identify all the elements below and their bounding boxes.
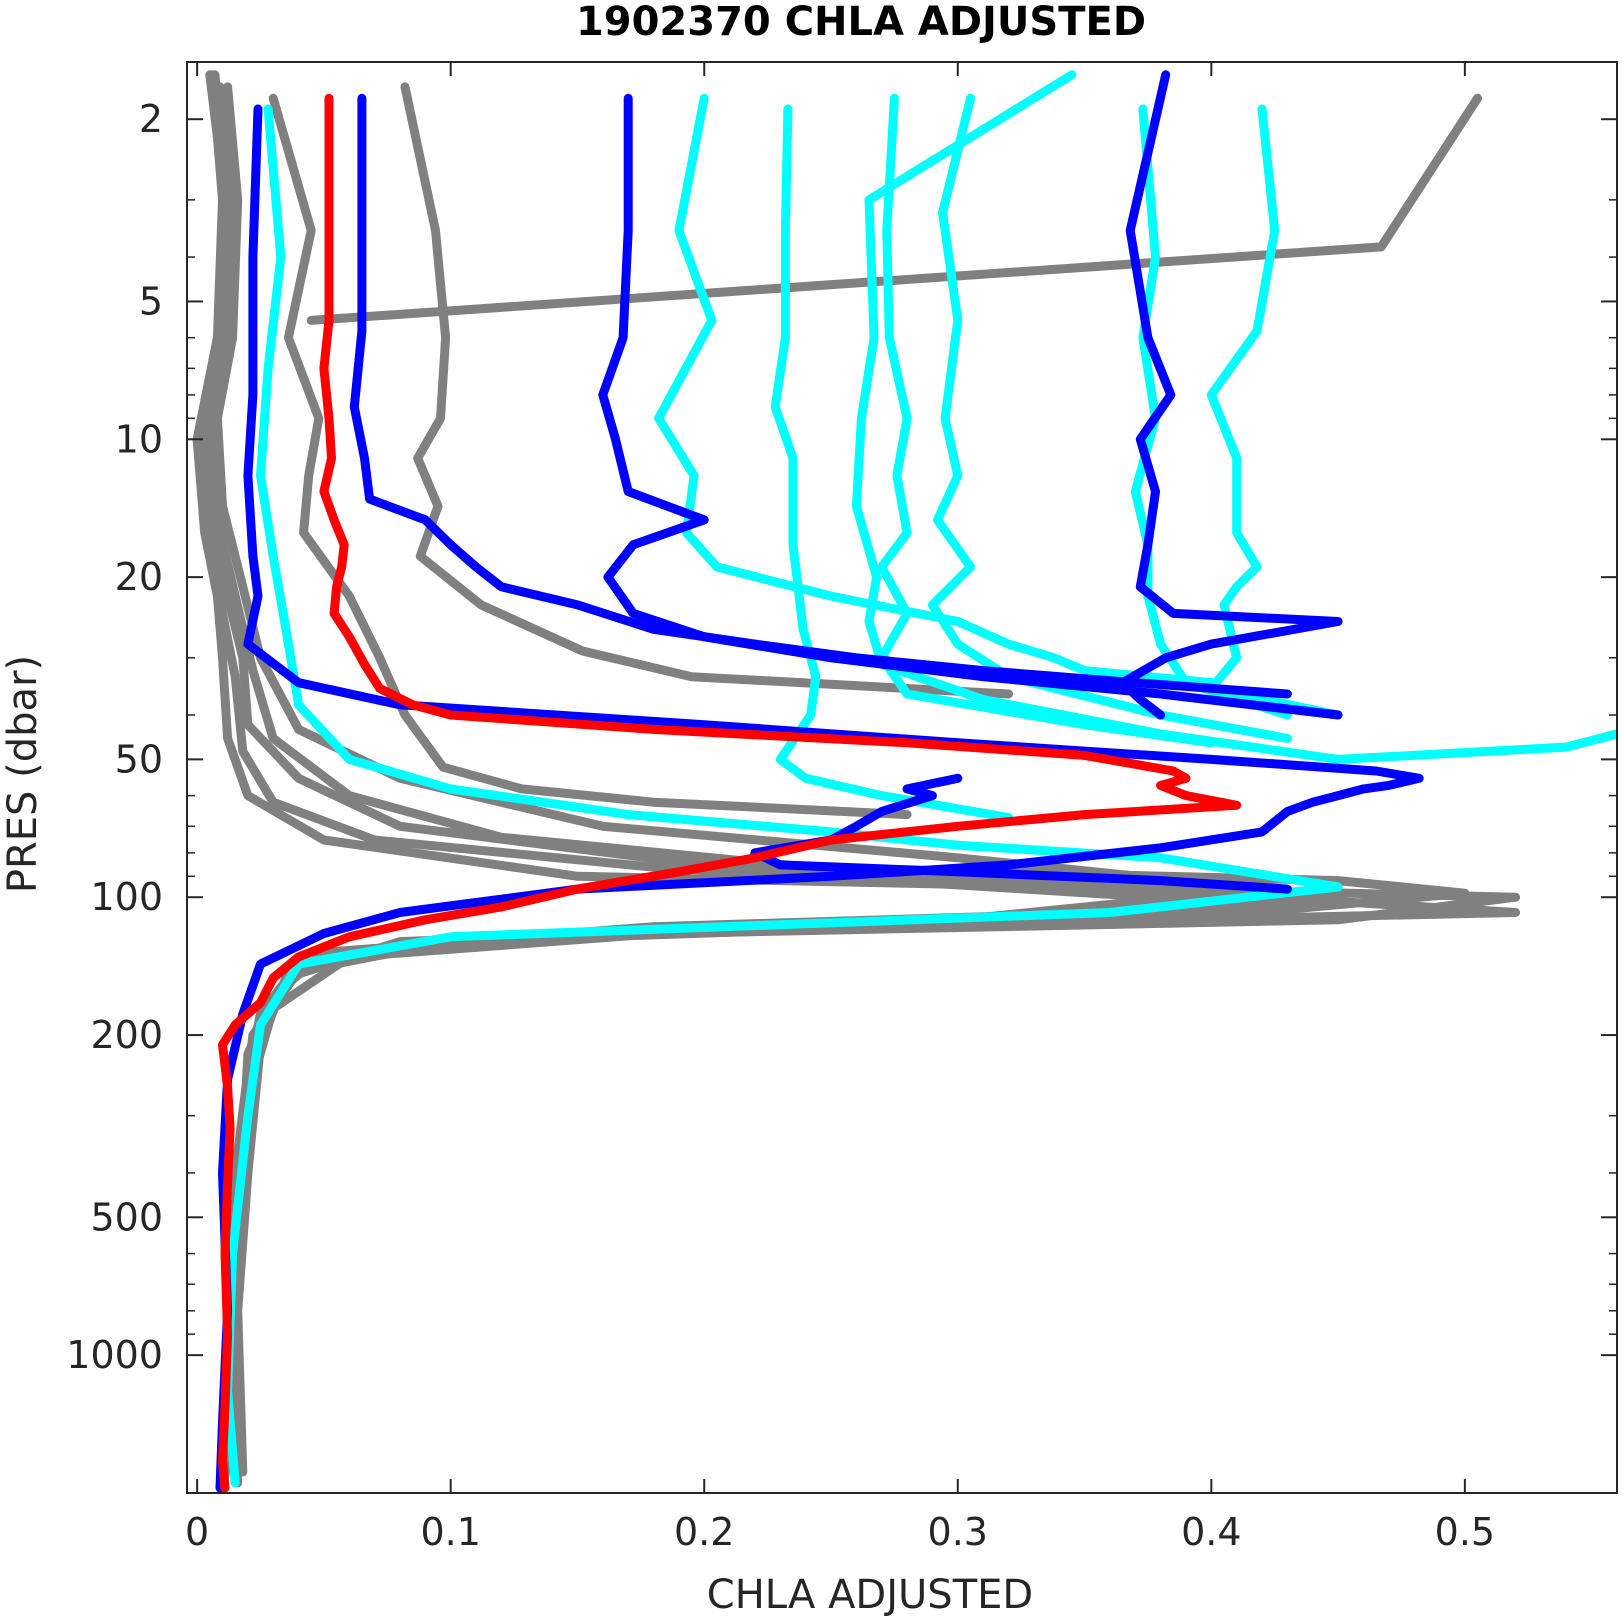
x-ticks: 0 0.1 0.2 0.3 0.4 0.5 — [185, 62, 1495, 1554]
y-tick-label: 10 — [115, 417, 163, 461]
x-axis-label: CHLA ADJUSTED — [707, 1572, 1033, 1618]
profile-line-recent-15 — [1206, 104, 1343, 720]
plot-frame — [186, 61, 1618, 1494]
x-tick-label: 0.4 — [1181, 1510, 1241, 1554]
series-layer — [192, 70, 1617, 1493]
profile-line-previous-16 — [215, 104, 1424, 1493]
profile-line-latest-21 — [218, 93, 1242, 1493]
chart-title: 1902370 CHLA ADJUSTED — [576, 0, 1146, 45]
x-tick-label: 0 — [185, 1510, 209, 1554]
profile-line-recent-10 — [770, 104, 1013, 823]
profile-line-recent-14 — [1130, 104, 1292, 720]
y-tick-label: 500 — [90, 1195, 163, 1239]
profile-line-previous-19 — [1118, 70, 1343, 720]
profile-line-archive-7 — [268, 93, 912, 820]
x-tick-label: 0.1 — [420, 1510, 480, 1554]
y-tick-label: 5 — [139, 279, 163, 323]
profile-line-previous-18 — [598, 93, 1343, 720]
profile-line-archive-6 — [400, 82, 1013, 699]
y-ticks: 2 5 10 20 50 100 200 500 1000 — [66, 97, 1617, 1494]
y-tick-label: 50 — [115, 737, 163, 781]
y-tick-label: 20 — [115, 555, 163, 599]
profile-line-recent-8 — [223, 104, 1343, 1488]
y-tick-label: 1000 — [66, 1333, 163, 1377]
profile-line-archive-3 — [197, 70, 1318, 1466]
y-tick-label: 100 — [90, 875, 163, 919]
y-axis-label: PRES (dbar) — [0, 655, 46, 893]
profile-line-archive-5 — [306, 93, 1482, 325]
y-tick-label: 2 — [139, 97, 163, 141]
profile-line-recent-9 — [654, 93, 1216, 688]
profile-line-recent-13 — [851, 70, 1617, 764]
y-tick-label: 200 — [90, 1013, 163, 1057]
x-tick-label: 0.2 — [674, 1510, 734, 1554]
x-tick-label: 0.5 — [1435, 1510, 1495, 1554]
profile-line-recent-11 — [877, 93, 1216, 748]
x-tick-label: 0.3 — [928, 1510, 988, 1554]
